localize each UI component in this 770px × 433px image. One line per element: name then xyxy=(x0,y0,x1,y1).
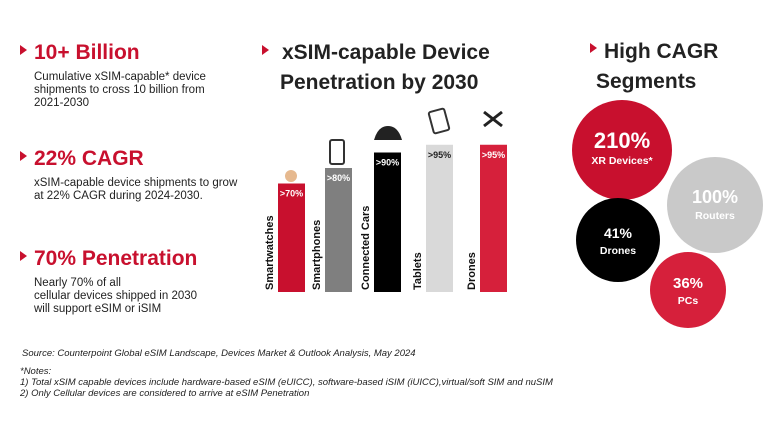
bubble xyxy=(667,157,763,253)
bubble-value: 100% xyxy=(692,187,738,207)
bubble-label: PCs xyxy=(678,295,699,307)
value-label: >90% xyxy=(376,158,399,168)
bullet xyxy=(20,151,27,161)
bubble xyxy=(572,100,672,200)
category-label: Smartphones xyxy=(311,220,323,290)
bullet xyxy=(20,45,27,55)
body-text: will support eSIM or iSIM xyxy=(33,303,161,315)
bar xyxy=(480,144,507,292)
body-text: Cumulative xSIM-capable* device xyxy=(34,71,206,83)
note: *Notes: xyxy=(20,366,52,377)
value-label: >80% xyxy=(327,173,350,183)
heading: 70% Penetration xyxy=(34,247,197,270)
bubble xyxy=(650,252,726,328)
bubble-label: Drones xyxy=(600,245,636,257)
body-text: 2021-2030 xyxy=(34,97,89,109)
heading: 10+ Billion xyxy=(34,41,140,64)
bullet xyxy=(590,43,597,53)
bar xyxy=(374,152,401,292)
chart-title: xSIM-capable Device xyxy=(282,41,490,64)
bar xyxy=(278,183,305,292)
body-text: Nearly 70% of all xyxy=(34,277,121,289)
cagr-title: High CAGR xyxy=(604,40,718,63)
body-text: cellular devices shipped in 2030 xyxy=(34,290,197,302)
category-label: Smartwatches xyxy=(264,215,276,290)
value-label: >95% xyxy=(428,150,451,160)
source: Source: Counterpoint Global eSIM Landsca… xyxy=(22,348,416,359)
category-label: Tablets xyxy=(412,252,424,290)
bar xyxy=(426,144,453,292)
bubble-value: 41% xyxy=(604,225,633,241)
bubble-label: XR Devices* xyxy=(591,155,653,167)
category-label: Connected Cars xyxy=(360,206,372,290)
bubble-value: 210% xyxy=(594,128,650,153)
body-text: shipments to cross 10 billion from xyxy=(34,84,205,96)
note: 2) Only Cellular devices are considered … xyxy=(19,388,309,399)
bullet xyxy=(20,251,27,261)
icon xyxy=(483,110,503,128)
category-label: Drones xyxy=(466,252,478,290)
value-label: >70% xyxy=(280,189,303,199)
bullet xyxy=(262,45,269,55)
body-text: xSIM-capable device shipments to grow xyxy=(34,177,238,189)
value-label: >95% xyxy=(482,150,505,160)
bubble-label: Routers xyxy=(695,210,735,222)
heading: 22% CAGR xyxy=(34,147,144,170)
chart-title: Penetration by 2030 xyxy=(280,71,478,94)
bar xyxy=(325,168,352,292)
icon xyxy=(374,126,402,140)
icon xyxy=(427,107,451,135)
bubble-value: 36% xyxy=(673,275,703,292)
note: 1) Total xSIM capable devices include ha… xyxy=(20,377,553,388)
bubble xyxy=(576,198,660,282)
icon xyxy=(285,170,297,182)
cagr-title: Segments xyxy=(596,70,696,93)
body-text: at 22% CAGR during 2024-2030. xyxy=(34,190,203,202)
icon xyxy=(329,139,345,165)
